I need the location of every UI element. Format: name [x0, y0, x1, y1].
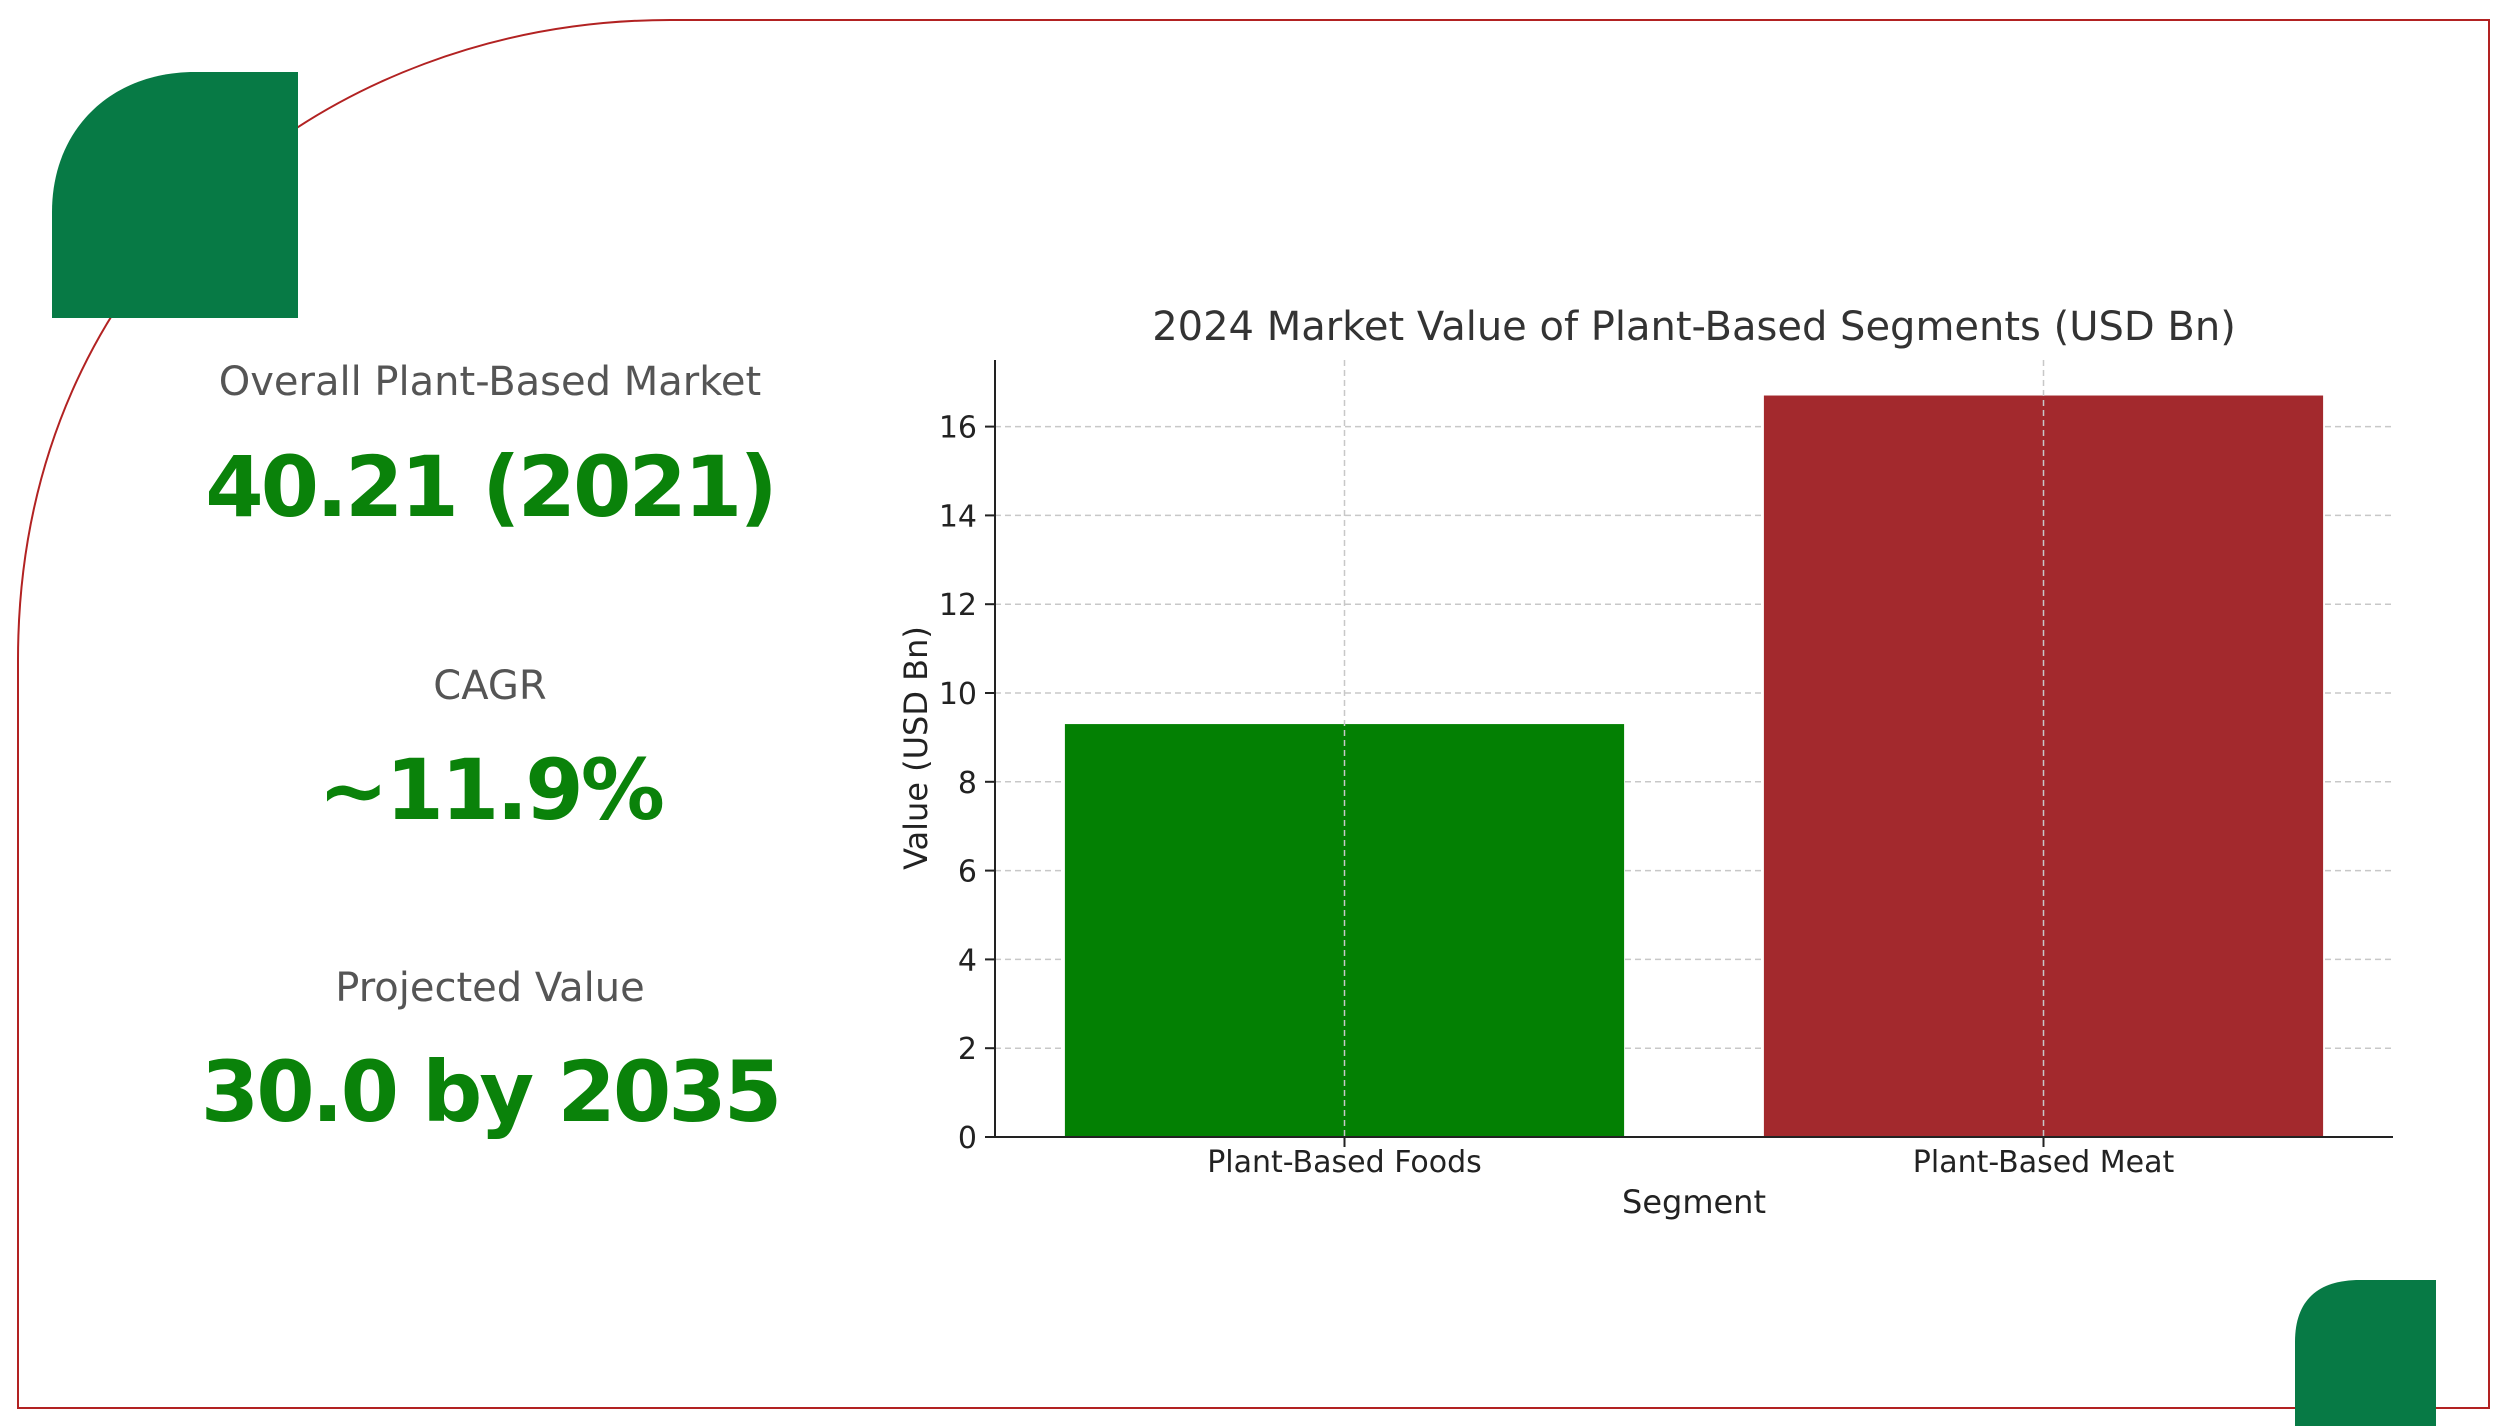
bars — [1064, 395, 2324, 1137]
y-tick-label: 14 — [939, 499, 977, 534]
y-tick-label: 6 — [958, 855, 977, 890]
y-tick-label: 8 — [958, 766, 977, 801]
x-axis-label: Segment — [1622, 1183, 1766, 1221]
corner-shape-top-left — [52, 72, 298, 318]
projected-value: 30.0 by 2035 — [200, 1043, 782, 1141]
x-tick-label: Plant-Based Foods — [1207, 1145, 1482, 1180]
cagr-label: CAGR — [433, 663, 547, 709]
y-axis-label: Value (USD Bn) — [897, 626, 935, 870]
overall-market-label: Overall Plant-Based Market — [218, 359, 762, 405]
y-tick-label: 4 — [958, 943, 977, 978]
axes: 0 2 4 6 8 10 12 14 16 Plant-Based Foods Plant-Base… — [939, 360, 2393, 1180]
x-tick-label: Plant-Based Meat — [1913, 1145, 2175, 1180]
y-tick-label: 16 — [939, 411, 977, 446]
corner-shape-bottom-right — [2295, 1280, 2436, 1426]
y-tick-label: 10 — [939, 677, 977, 712]
projected-value-label: Projected Value — [335, 965, 645, 1011]
overall-market-value: 40.21 (2021) — [205, 438, 778, 536]
y-tick-label: 2 — [958, 1032, 977, 1067]
cagr-value: ~11.9% — [318, 741, 665, 839]
y-tick-label: 0 — [958, 1121, 977, 1156]
chart-title: 2024 Market Value of Plant-Based Segment… — [1152, 304, 2236, 350]
y-tick-label: 12 — [939, 588, 977, 623]
